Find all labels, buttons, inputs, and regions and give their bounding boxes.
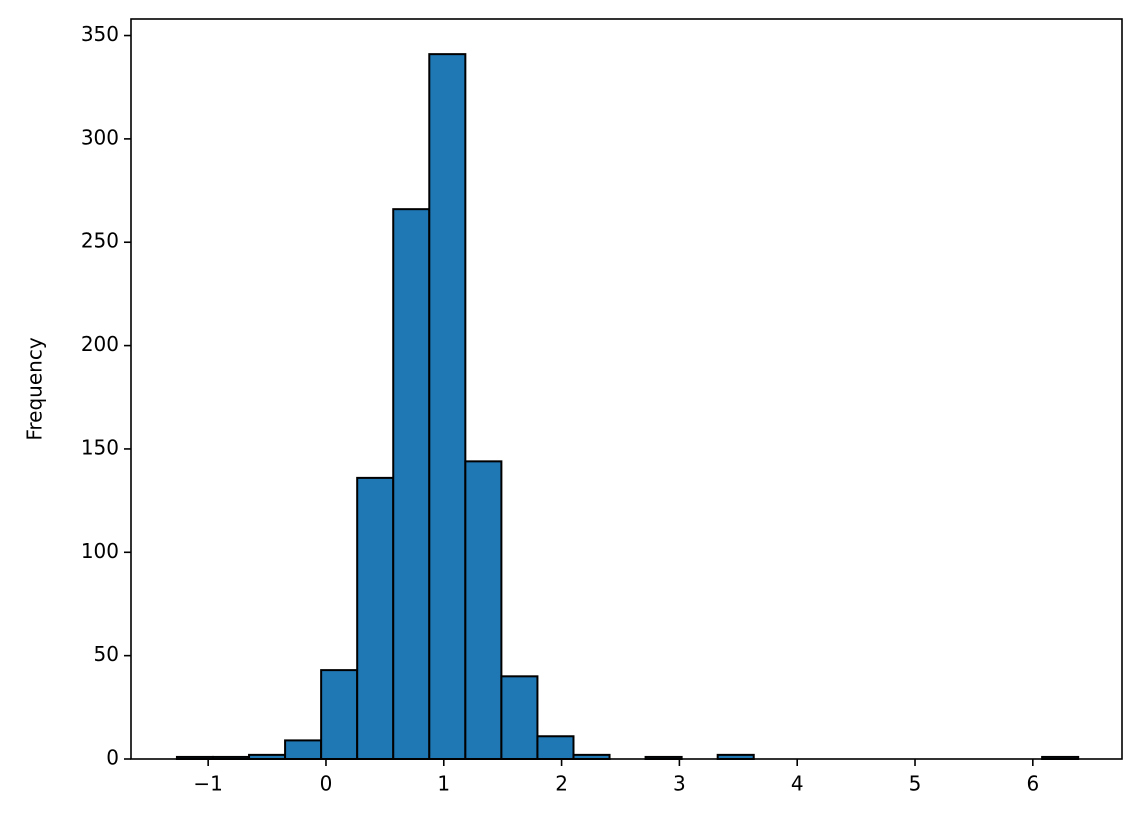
x-tick-label: 6: [1026, 772, 1039, 796]
y-tick-label: 100: [81, 539, 119, 563]
x-tick-label: 2: [555, 772, 568, 796]
y-tick-label: 150: [81, 435, 119, 459]
bar: [284, 739, 323, 761]
x-tick-label: 1: [437, 772, 450, 796]
bar: [536, 735, 575, 761]
y-tick-label: 300: [81, 125, 119, 149]
y-tick-label: 250: [81, 229, 119, 253]
y-tick-label: 200: [81, 332, 119, 356]
y-tick-label: 350: [81, 22, 119, 46]
y-tick-label: 50: [94, 642, 119, 666]
plot-frame: [130, 18, 1123, 760]
x-tick-label: 3: [673, 772, 686, 796]
bar: [428, 53, 467, 761]
x-tick-label: 5: [909, 772, 922, 796]
bar: [320, 669, 359, 760]
y-axis-label: Frequency: [23, 337, 47, 440]
y-tick-label: 0: [106, 746, 119, 770]
bar: [500, 675, 539, 760]
x-tick-label: −1: [193, 772, 222, 796]
bar: [356, 476, 395, 760]
bar: [464, 460, 503, 760]
x-tick-label: 0: [320, 772, 333, 796]
x-tick-label: 4: [791, 772, 804, 796]
bar: [392, 208, 431, 760]
